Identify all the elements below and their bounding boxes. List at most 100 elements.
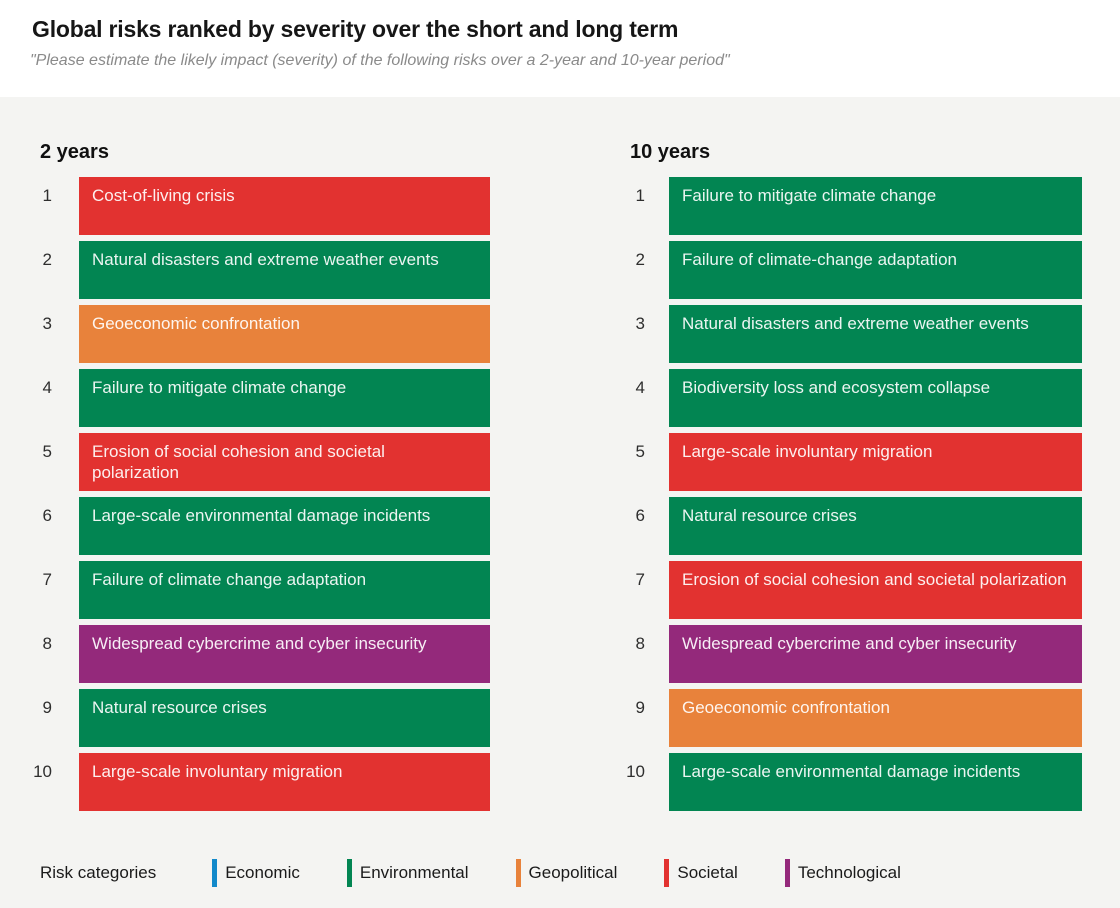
risk-row: 6 Natural resource crises [593, 497, 1082, 555]
risk-bar: Large-scale environmental damage inciden… [669, 753, 1082, 811]
risk-row: 8 Widespread cybercrime and cyber insecu… [0, 625, 490, 683]
risk-row: 7 Erosion of social cohesion and societa… [593, 561, 1082, 619]
risk-bar: Failure of climate-change adaptation [669, 241, 1082, 299]
risk-label: Erosion of social cohesion and societal … [92, 442, 385, 482]
legend: Risk categories Economic Environmental G… [40, 857, 948, 889]
risk-row: 1 Failure to mitigate climate change [593, 177, 1082, 235]
rank-number: 8 [635, 634, 645, 653]
rank-number: 1 [42, 186, 52, 205]
risk-bar: Natural resource crises [669, 497, 1082, 555]
column-header-2-years: 2 years [40, 141, 109, 163]
risk-bar: Natural resource crises [79, 689, 490, 747]
rank-number: 10 [33, 762, 52, 781]
legend-item-environmental: Environmental [346, 859, 469, 887]
legend-label: Societal [677, 863, 738, 882]
legend-tick-societal [664, 859, 670, 887]
rank-number: 7 [635, 570, 645, 589]
legend-item-geopolitical: Geopolitical [515, 859, 618, 887]
risk-row: 3 Geoeconomic confrontation [0, 305, 490, 363]
risk-bar: Erosion of social cohesion and societal … [669, 561, 1082, 619]
rank-number: 10 [626, 762, 645, 781]
risk-bar: Failure to mitigate climate change [669, 177, 1082, 235]
risk-row: 7 Failure of climate change adaptation [0, 561, 490, 619]
risk-label: Erosion of social cohesion and societal … [682, 570, 1067, 589]
risk-label: Failure to mitigate climate change [92, 378, 347, 397]
rank-number: 6 [635, 506, 645, 525]
risk-bar: Large-scale involuntary migration [669, 433, 1082, 491]
risk-label: Failure of climate-change adaptation [682, 250, 957, 269]
risk-row: 6 Large-scale environmental damage incid… [0, 497, 490, 555]
risk-bar: Natural disasters and extreme weather ev… [79, 241, 490, 299]
risk-label: Large-scale involuntary migration [92, 762, 343, 781]
risk-label: Biodiversity loss and ecosystem collapse [682, 378, 991, 397]
risk-bar: Large-scale environmental damage inciden… [79, 497, 490, 555]
rank-number: 3 [635, 314, 645, 333]
risk-label: Natural resource crises [682, 506, 857, 525]
risk-bar: Failure of climate change adaptation [79, 561, 490, 619]
ranking-list-2-years: 1 Cost-of-living crisis 2 Natural disast… [0, 177, 490, 817]
risk-row: 5 Erosion of social cohesion and societa… [0, 433, 490, 491]
risk-row: 3 Natural disasters and extreme weather … [593, 305, 1082, 363]
chart-panel: 2 years 10 years 1 Cost-of-living crisis… [0, 97, 1120, 908]
risk-label: Natural disasters and extreme weather ev… [92, 250, 439, 269]
risk-bar: Erosion of social cohesion and societal … [79, 433, 490, 491]
risk-bar: Cost-of-living crisis [79, 177, 490, 235]
rank-number: 4 [635, 378, 645, 397]
rank-number: 1 [635, 186, 645, 205]
risk-row: 10 Large-scale environmental damage inci… [593, 753, 1082, 811]
risk-bar: Failure to mitigate climate change [79, 369, 490, 427]
risk-row: 10 Large-scale involuntary migration [0, 753, 490, 811]
rank-number: 8 [42, 634, 52, 653]
risk-row: 4 Biodiversity loss and ecosystem collap… [593, 369, 1082, 427]
legend-label: Technological [797, 863, 901, 882]
risk-row: 2 Natural disasters and extreme weather … [0, 241, 490, 299]
risk-label: Cost-of-living crisis [92, 186, 235, 205]
risk-label: Failure of climate change adaptation [92, 570, 367, 589]
rank-number: 7 [42, 570, 52, 589]
risk-bar: Large-scale involuntary migration [79, 753, 490, 811]
risk-row: 1 Cost-of-living crisis [0, 177, 490, 235]
risk-bar: Widespread cybercrime and cyber insecuri… [79, 625, 490, 683]
risk-bar: Geoeconomic confrontation [79, 305, 490, 363]
legend-label: Economic [225, 863, 300, 882]
survey-question-subtitle: "Please estimate the likely impact (seve… [30, 52, 730, 69]
risk-row: 4 Failure to mitigate climate change [0, 369, 490, 427]
legend-tick-technological [784, 859, 790, 887]
risk-row: 2 Failure of climate-change adaptation [593, 241, 1082, 299]
legend-label: Environmental [359, 863, 469, 882]
risk-label: Large-scale environmental damage inciden… [92, 506, 431, 525]
risk-label: Natural resource crises [92, 698, 267, 717]
rank-number: 9 [42, 698, 52, 717]
risk-row: 9 Natural resource crises [0, 689, 490, 747]
rank-number: 5 [635, 442, 645, 461]
rank-number: 4 [42, 378, 52, 397]
rank-number: 2 [42, 250, 52, 269]
risk-label: Failure to mitigate climate change [682, 186, 937, 205]
column-header-10-years: 10 years [630, 141, 711, 163]
ranking-list-10-years: 1 Failure to mitigate climate change 2 F… [593, 177, 1082, 817]
risk-label: Large-scale environmental damage inciden… [682, 762, 1021, 781]
legend-item-societal: Societal [664, 859, 738, 887]
risk-row: 8 Widespread cybercrime and cyber insecu… [593, 625, 1082, 683]
risk-bar: Biodiversity loss and ecosystem collapse [669, 369, 1082, 427]
risk-label: Geoeconomic confrontation [682, 698, 890, 717]
legend-item-technological: Technological [784, 859, 901, 887]
risk-label: Widespread cybercrime and cyber insecuri… [682, 634, 1017, 653]
rank-number: 6 [42, 506, 52, 525]
rank-number: 3 [42, 314, 52, 333]
risk-label: Geoeconomic confrontation [92, 314, 300, 333]
rank-number: 2 [635, 250, 645, 269]
legend-label: Geopolitical [528, 863, 618, 882]
page-title: Global risks ranked by severity over the… [32, 16, 679, 42]
risk-bar: Widespread cybercrime and cyber insecuri… [669, 625, 1082, 683]
risk-label: Natural disasters and extreme weather ev… [682, 314, 1029, 333]
legend-tick-geopolitical [515, 859, 521, 887]
legend-tick-environmental [346, 859, 352, 887]
risk-row: 9 Geoeconomic confrontation [593, 689, 1082, 747]
risk-bar: Geoeconomic confrontation [669, 689, 1082, 747]
risk-bar: Natural disasters and extreme weather ev… [669, 305, 1082, 363]
risk-label: Widespread cybercrime and cyber insecuri… [92, 634, 427, 653]
rank-number: 9 [635, 698, 645, 717]
risk-row: 5 Large-scale involuntary migration [593, 433, 1082, 491]
rank-number: 5 [42, 442, 52, 461]
